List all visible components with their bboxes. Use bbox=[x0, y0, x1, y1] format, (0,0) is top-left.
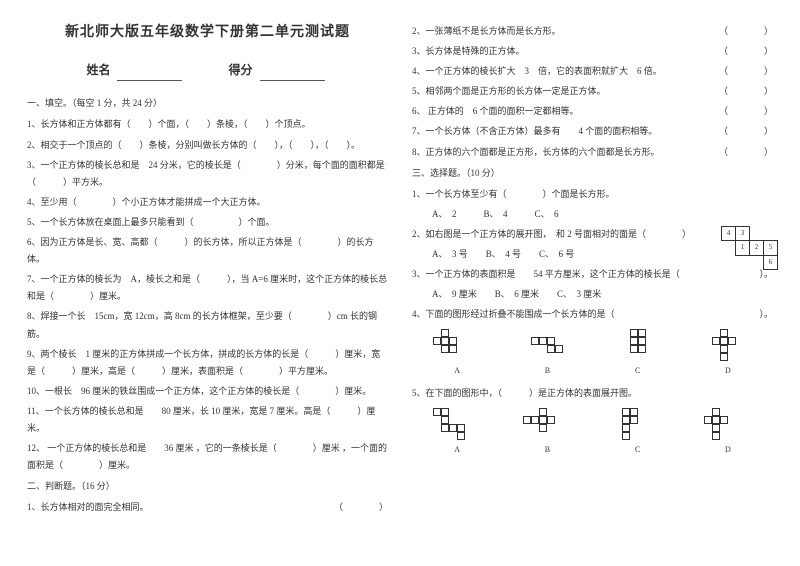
s1-q4: 4、至少用（ ）个小正方体才能拼成一个大正方体。 bbox=[27, 194, 388, 211]
q5-net-B bbox=[523, 408, 571, 440]
s3-q2-text: 2、如右图是一个正方体的展开图， 和 2 号面相对的面是（ ） bbox=[412, 229, 691, 239]
s1-q1: 1、长方体和正方体都有（ ）个面，（ ）条棱，（ ）个顶点。 bbox=[27, 116, 388, 133]
q5-net-D bbox=[704, 408, 752, 440]
q5-net-C bbox=[614, 408, 662, 440]
left-column: 新北师大版五年级数学下册第二单元测试题 姓名 得分 一、填空。（每空 1 分，共… bbox=[15, 20, 400, 546]
exam-title: 新北师大版五年级数学下册第二单元测试题 bbox=[27, 20, 388, 47]
s3-q3-text: 3、一个正方体的表面积是 54 平方厘米，这个正方体的棱长是（ bbox=[412, 269, 680, 279]
s1-q8: 8、焊接一个长 15cm，宽 12cm，高 8cm 的长方体框架，至少要（ ）c… bbox=[27, 308, 388, 342]
s2-q3: 3、长方体是特殊的正方体。 （ ） bbox=[412, 43, 773, 60]
cube-face-3: 3 bbox=[736, 226, 750, 240]
cube-face-4: 4 bbox=[722, 226, 736, 240]
s2-q8: 8、正方体的六个面都是正方形，长方体的六个面都是长方形。 （ ） bbox=[412, 144, 773, 161]
q5-net-A bbox=[433, 408, 481, 440]
s1-q6: 6、因为正方体是长、宽、高都（ ）的长方体，所以正方体是（ ）的长方体。 bbox=[27, 234, 388, 268]
s1-q10: 10、一根长 96 厘米的铁丝围成一个正方体，这个正方体的棱长是（ ）厘米。 bbox=[27, 383, 388, 400]
name-blank bbox=[117, 80, 182, 81]
s2-q7-paren: （ ） bbox=[719, 123, 773, 140]
q5-diagrams: A B C D bbox=[412, 408, 773, 457]
s2-q6-paren: （ ） bbox=[719, 103, 773, 120]
q4-net-A bbox=[433, 329, 481, 361]
s3-q3-opts: A、 9 厘米 B、 6 厘米 C、 3 厘米 bbox=[412, 286, 773, 303]
s1-q5: 5、一个长方体放在桌面上最多只能看到（ ）个面。 bbox=[27, 214, 388, 231]
score-blank bbox=[260, 80, 325, 81]
s2-q4-text: 4、一个正方体的棱长扩大 3 倍，它的表面积就扩大 6 倍。 bbox=[412, 66, 662, 76]
q4-net-D-wrap: D bbox=[704, 329, 752, 378]
s1-q2: 2、相交于一个顶点的（ ）条棱，分别叫做长方体的（ ），（ ），（ ）。 bbox=[27, 137, 388, 154]
name-score-row: 姓名 得分 bbox=[27, 59, 388, 82]
s3-q3: 3、一个正方体的表面积是 54 平方厘米，这个正方体的棱长是（ ）。 bbox=[412, 266, 773, 283]
s3-q4: 4、下面的图形经过折叠不能围成一个长方体的是（ ）。 bbox=[412, 306, 773, 323]
s2-q1: 1、长方体相对的面完全相同。 （ ） bbox=[27, 499, 388, 516]
s2-q4-paren: （ ） bbox=[719, 63, 773, 80]
q5-net-C-wrap: C bbox=[614, 408, 662, 457]
s3-q2-opts: A、 3 号 B、 4 号 C、 6 号 bbox=[412, 246, 773, 263]
q4-net-C-wrap: C bbox=[614, 329, 662, 378]
s2-q2-text: 2、一张薄纸不是长方体而是长方形。 bbox=[412, 26, 561, 36]
s2-q5-text: 5、相邻两个面是正方形的长方体一定是正方体。 bbox=[412, 86, 606, 96]
q4-net-A-wrap: A bbox=[433, 329, 481, 378]
s2-q4: 4、一个正方体的棱长扩大 3 倍，它的表面积就扩大 6 倍。 （ ） bbox=[412, 63, 773, 80]
q4-net-D bbox=[704, 329, 752, 361]
q4-net-B bbox=[523, 329, 571, 361]
s2-q5: 5、相邻两个面是正方形的长方体一定是正方体。 （ ） bbox=[412, 83, 773, 100]
q5-net-D-wrap: D bbox=[704, 408, 752, 457]
s2-q3-paren: （ ） bbox=[719, 43, 773, 60]
right-column: 2、一张薄纸不是长方体而是长方形。 （ ） 3、长方体是特殊的正方体。 （ ） 4、… bbox=[400, 20, 785, 546]
s1-q12: 12、 一个正方体的棱长总和是 36 厘米 ，它的一条棱长是（ ）厘米 ，一个面… bbox=[27, 440, 388, 474]
q5-net-B-wrap: B bbox=[523, 408, 571, 457]
s3-q1: 1、一个长方体至少有（ ）个面是长方形。 bbox=[412, 186, 773, 203]
s2-q3-text: 3、长方体是特殊的正方体。 bbox=[412, 46, 525, 56]
section2-heading: 二、判断题。（16 分） bbox=[27, 478, 388, 495]
s2-q2-paren: （ ） bbox=[719, 23, 773, 40]
q5-label-A: A bbox=[433, 442, 481, 457]
s2-q5-paren: （ ） bbox=[719, 83, 773, 100]
s1-q3: 3、一个正方体的棱长总和是 24 分米，它的棱长是（ ）分米，每个面的面积都是（… bbox=[27, 157, 388, 191]
s3-q5: 5、在下面的图形中，（ ）是正方体的表面展开图。 bbox=[412, 385, 773, 402]
q5-label-D: D bbox=[704, 442, 752, 457]
s2-q2: 2、一张薄纸不是长方体而是长方形。 （ ） bbox=[412, 23, 773, 40]
s3-q4-text: 4、下面的图形经过折叠不能围成一个长方体的是（ bbox=[412, 309, 615, 319]
s2-q1-paren: （ ） bbox=[334, 499, 388, 516]
s1-q11: 11、一个长方体的棱长总和是 80 厘米，长 10 厘米，宽是 7 厘米。高是（… bbox=[27, 403, 388, 437]
q4-label-A: A bbox=[433, 363, 481, 378]
q4-diagrams: A B C D bbox=[412, 329, 773, 378]
q4-label-C: C bbox=[614, 363, 662, 378]
score-label: 得分 bbox=[229, 63, 253, 77]
q5-net-A-wrap: A bbox=[433, 408, 481, 457]
name-label: 姓名 bbox=[86, 63, 110, 77]
s1-q7: 7、一个正方体的棱长为 A，棱长之和是（ ），当 A=6 厘米时，这个正方体的棱… bbox=[27, 271, 388, 305]
s2-q6: 6、 正方体的 6 个面的面积一定都相等。 （ ） bbox=[412, 103, 773, 120]
q4-label-D: D bbox=[704, 363, 752, 378]
section1-heading: 一、填空。（每空 1 分，共 24 分） bbox=[27, 95, 388, 112]
s2-q6-text: 6、 正方体的 6 个面的面积一定都相等。 bbox=[412, 106, 579, 116]
section3-heading: 三、选择题。（10 分） bbox=[412, 165, 773, 182]
s2-q7: 7、一个长方体（不含正方体）最多有 4 个面的面积相等。 （ ） bbox=[412, 123, 773, 140]
s3-q4-end: ）。 bbox=[759, 306, 773, 323]
s1-q9: 9、两个棱长 1 厘米的正方体拼成一个长方体，拼成的长方体的长是（ ）厘米，宽是… bbox=[27, 346, 388, 380]
s3-q2: 2、如右图是一个正方体的展开图， 和 2 号面相对的面是（ ） 43 125 6 bbox=[412, 226, 773, 243]
q5-label-B: B bbox=[523, 442, 571, 457]
q4-net-C bbox=[614, 329, 662, 361]
s2-q7-text: 7、一个长方体（不含正方体）最多有 4 个面的面积相等。 bbox=[412, 126, 657, 136]
s2-q8-text: 8、正方体的六个面都是正方形，长方体的六个面都是长方形。 bbox=[412, 147, 660, 157]
s3-q3-end: ）。 bbox=[759, 266, 773, 283]
s3-q1-opts: A、 2 B、 4 C、 6 bbox=[412, 206, 773, 223]
exam-page: 新北师大版五年级数学下册第二单元测试题 姓名 得分 一、填空。（每空 1 分，共… bbox=[0, 0, 800, 566]
s2-q8-paren: （ ） bbox=[719, 144, 773, 161]
q4-label-B: B bbox=[523, 363, 571, 378]
q5-label-C: C bbox=[614, 442, 662, 457]
s2-q1-text: 1、长方体相对的面完全相同。 bbox=[27, 502, 149, 512]
q4-net-B-wrap: B bbox=[523, 329, 571, 378]
